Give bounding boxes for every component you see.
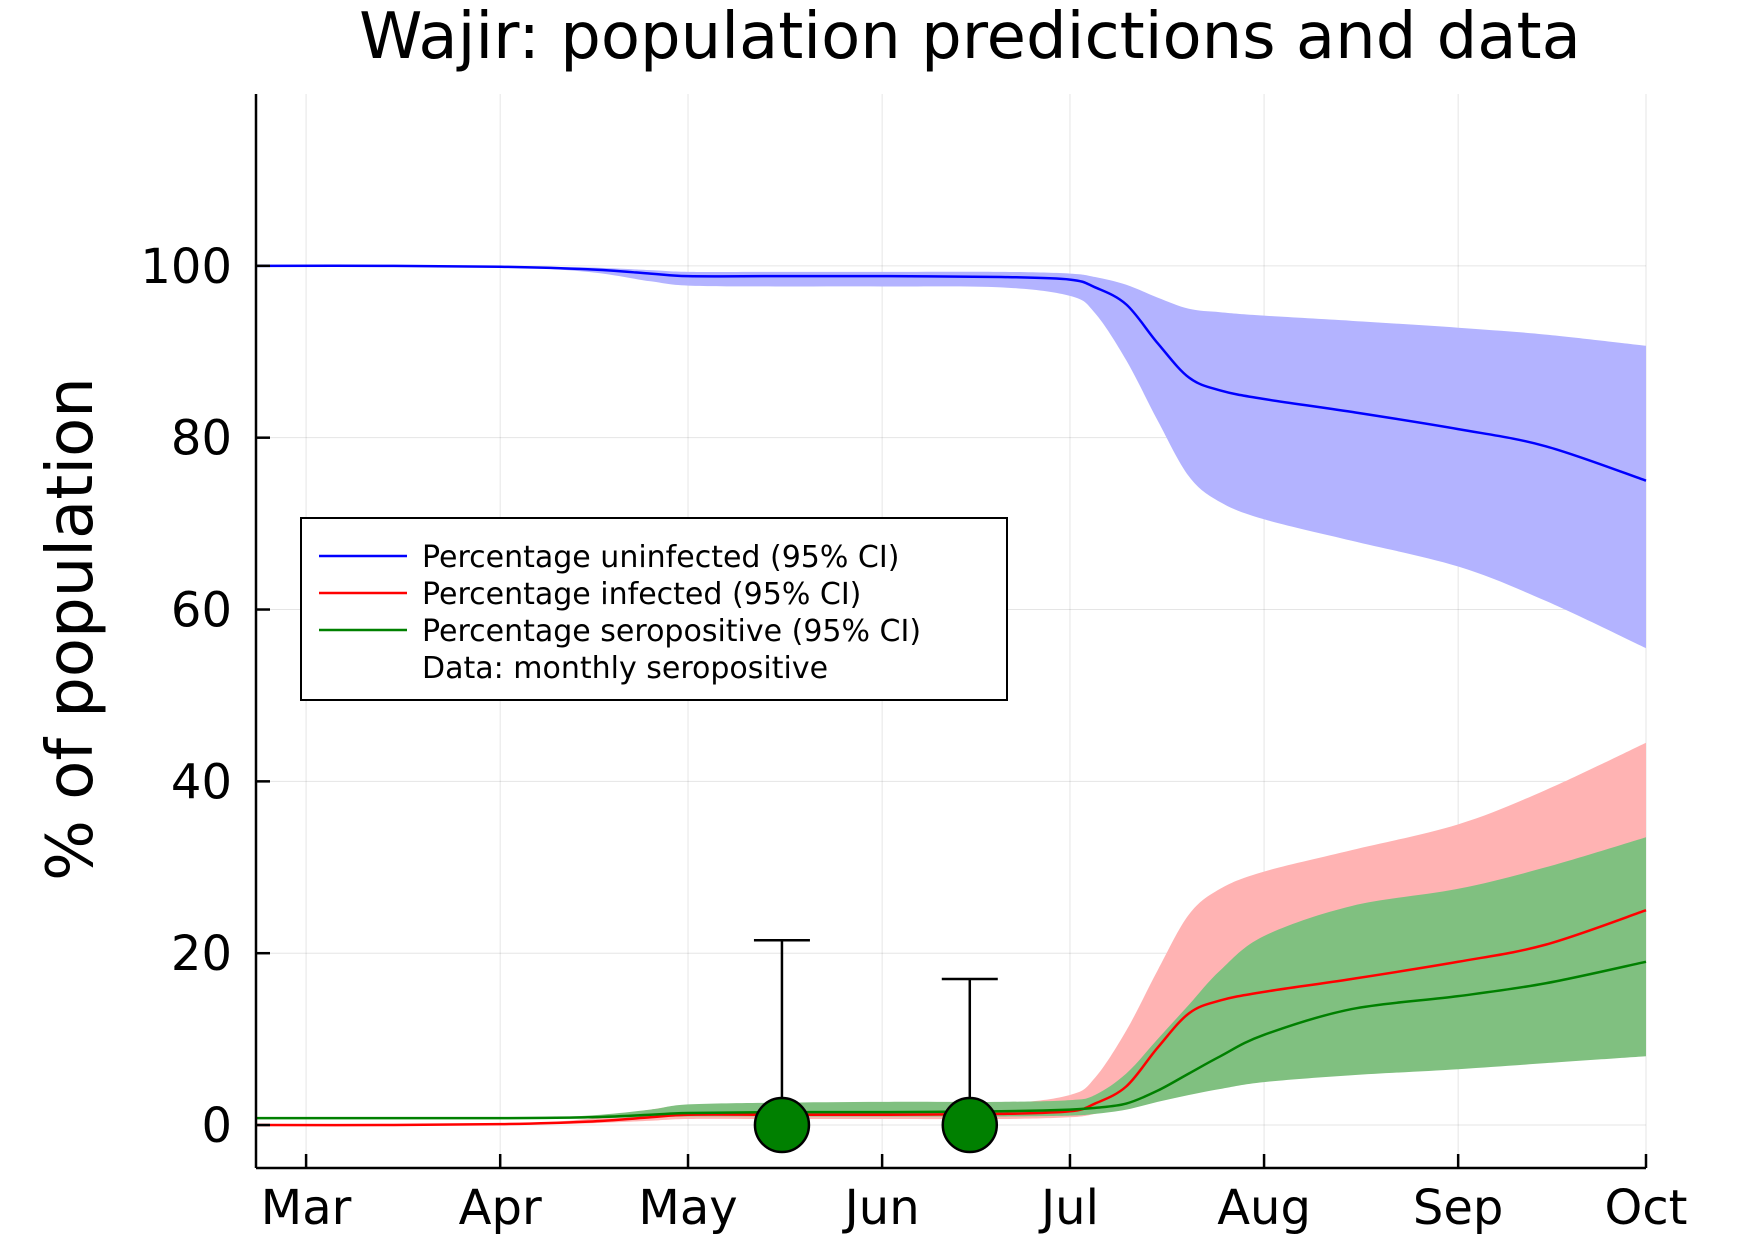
data-points <box>753 939 999 1154</box>
x-tick-label: May <box>638 1180 737 1236</box>
legend-box <box>300 517 1008 701</box>
legend: Percentage uninfected (95% CI)Percentage… <box>300 517 1008 701</box>
legend-label: Data: monthly seropositive <box>422 651 828 686</box>
legend-label: Percentage seropositive (95% CI) <box>422 614 921 649</box>
x-tick-label: Jun <box>842 1180 920 1236</box>
x-tick-label: Apr <box>459 1180 542 1236</box>
confidence-band-1 <box>256 265 1646 649</box>
x-tick-label: Jul <box>1038 1180 1099 1236</box>
x-tick-label: Aug <box>1217 1180 1311 1236</box>
data-point <box>753 1096 811 1154</box>
legend-label: Percentage uninfected (95% CI) <box>422 540 899 575</box>
series-line-2 <box>255 909 1647 1127</box>
x-tick-label: Oct <box>1605 1180 1688 1236</box>
y-axis-label: % of population <box>34 377 108 881</box>
x-tick-label: Mar <box>261 1180 352 1236</box>
chart-title: Wajir: population predictions and data <box>359 0 1581 74</box>
y-tick-label: 0 <box>201 1098 232 1154</box>
y-tick-label: 60 <box>171 583 232 639</box>
legend-label: Percentage infected (95% CI) <box>422 577 861 612</box>
y-tick-label: 20 <box>171 926 232 982</box>
x-tick-label: Sep <box>1413 1180 1503 1236</box>
y-tick-label: 80 <box>171 411 232 467</box>
data-point <box>941 1096 999 1154</box>
series-lines <box>255 264 1647 1127</box>
confidence-band-3 <box>256 837 1646 1119</box>
confidence-bands <box>256 265 1646 1126</box>
series-line-1 <box>255 264 1647 482</box>
axes: Mar Apr May Jun Jul Aug Sep Oct 0 20 40 60 80 100 <box>140 94 1688 1236</box>
y-tick-label: 100 <box>140 239 232 295</box>
y-tick-label: 40 <box>171 754 232 810</box>
series-line-3 <box>255 960 1647 1120</box>
